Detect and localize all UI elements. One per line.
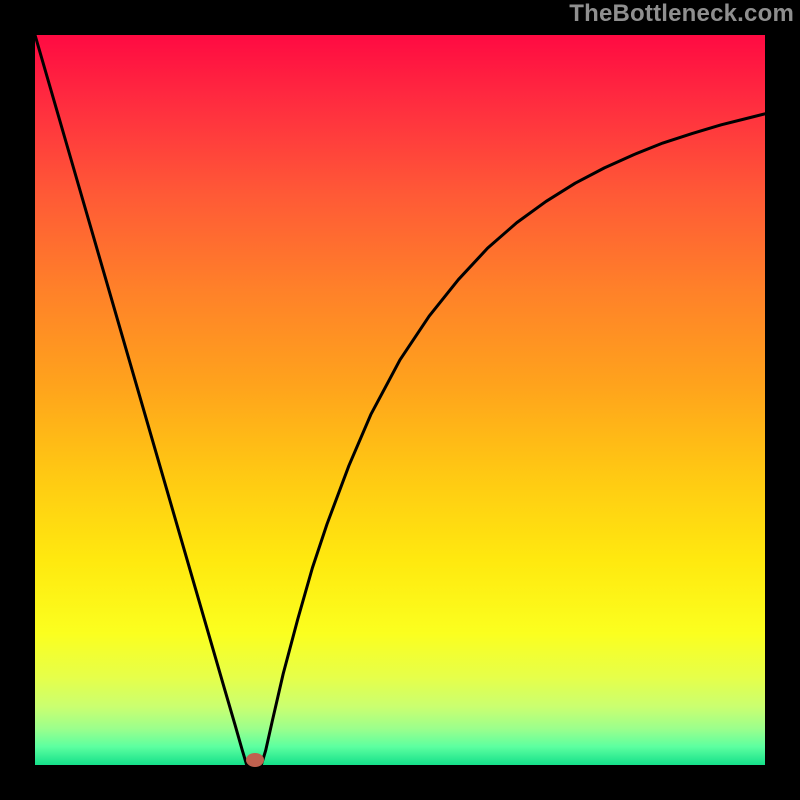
plot-area bbox=[35, 35, 765, 765]
watermark-text: TheBottleneck.com bbox=[569, 0, 794, 28]
curve-polyline bbox=[35, 35, 765, 765]
chart-stage: TheBottleneck.com bbox=[0, 0, 800, 800]
bottleneck-curve bbox=[35, 35, 765, 765]
